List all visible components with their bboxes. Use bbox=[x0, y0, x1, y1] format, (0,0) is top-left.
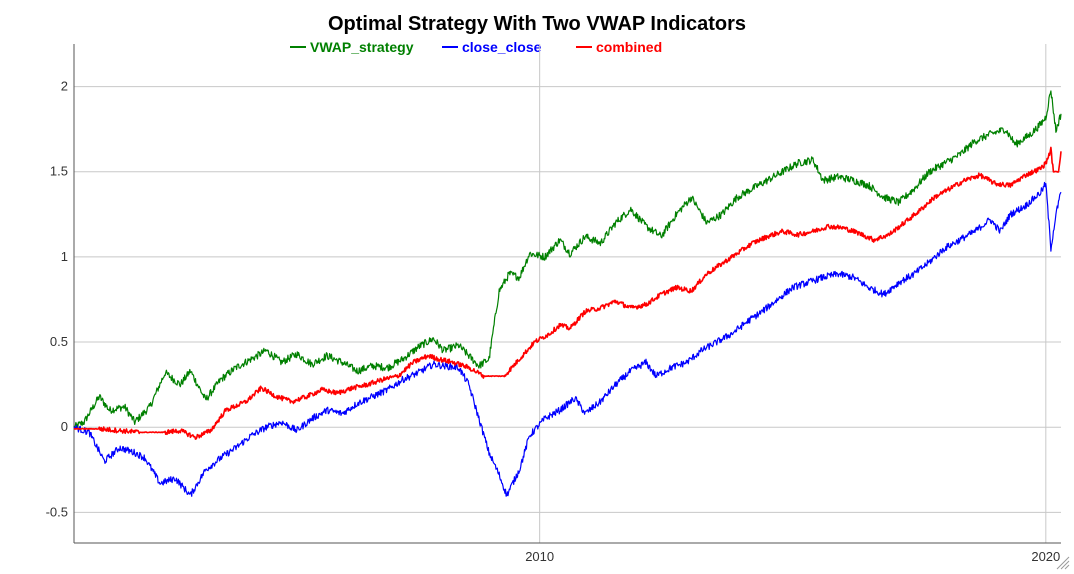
x-tick-label: 2020 bbox=[1031, 549, 1060, 564]
y-tick-label: 1.5 bbox=[50, 164, 68, 179]
y-tick-label: 0.5 bbox=[50, 334, 68, 349]
resize-grip-stroke bbox=[1064, 564, 1070, 570]
resize-grip-icon[interactable] bbox=[1056, 556, 1070, 570]
y-tick-label: 0 bbox=[61, 419, 68, 434]
resize-grip-stroke bbox=[1056, 556, 1070, 570]
chart-title: Optimal Strategy With Two VWAP Indicator… bbox=[328, 13, 746, 35]
series-line-VWAP-strategy bbox=[73, 90, 1062, 429]
legend-label-combined[interactable]: combined bbox=[596, 39, 662, 55]
chart-legend: VWAP_strategy close_close combined bbox=[290, 39, 662, 55]
x-tick-label: 2010 bbox=[525, 549, 554, 564]
y-tick-label: -0.5 bbox=[46, 504, 68, 519]
resize-grip-stroke bbox=[1060, 560, 1070, 570]
tick-labels: -0.5 0 0.5 1 1.5 2 2010 2020 bbox=[46, 79, 1061, 564]
legend-label-VWAP-strategy[interactable]: VWAP_strategy bbox=[310, 39, 414, 55]
y-tick-label: 2 bbox=[61, 79, 68, 94]
chart-grid bbox=[74, 44, 1061, 543]
series-layer bbox=[73, 90, 1062, 497]
series-line-combined bbox=[73, 146, 1062, 440]
chart-axes bbox=[73, 44, 1061, 544]
legend-label-close-close[interactable]: close_close bbox=[462, 39, 542, 55]
y-tick-label: 1 bbox=[61, 249, 68, 264]
series-line-close-close bbox=[73, 181, 1062, 497]
